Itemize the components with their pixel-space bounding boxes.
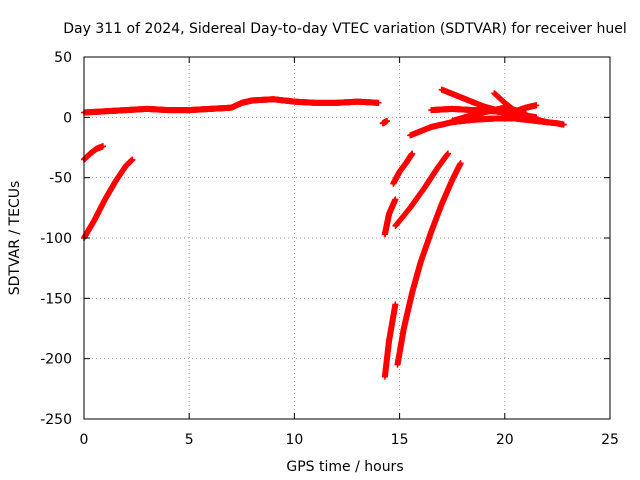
data-point — [560, 121, 567, 128]
data-point — [533, 117, 540, 124]
data-point — [129, 156, 136, 163]
series-4 — [381, 196, 399, 238]
data-point — [533, 102, 540, 109]
y-tick-label: -250 — [40, 412, 72, 428]
y-tick-label: 0 — [63, 110, 72, 126]
data-point — [457, 160, 464, 167]
series-2 — [81, 156, 136, 241]
x-tick-label: 10 — [285, 432, 303, 448]
y-tick-label: -150 — [40, 291, 72, 307]
y-tick-label: -200 — [40, 352, 72, 368]
data-point — [409, 150, 416, 157]
data-point — [543, 119, 550, 126]
series-0 — [81, 96, 382, 116]
axis-ticks: 0 5 10 15 20 25 -250 -200 -150 -100 -50 0 50 — [40, 50, 619, 448]
series-1 — [81, 143, 106, 163]
x-axis-label: GPS time / hours — [286, 459, 403, 475]
y-axis-label: SDTVAR / TECUs — [7, 181, 23, 296]
series-5 — [381, 301, 399, 380]
y-tick-label: -100 — [40, 231, 72, 247]
chart-title: Day 311 of 2024, Sidereal Day-to-day VTE… — [63, 21, 626, 37]
series-8 — [394, 160, 464, 368]
data-point — [375, 99, 382, 106]
x-tick-label: 0 — [80, 432, 89, 448]
y-tick-label: 50 — [54, 50, 72, 66]
data-point — [392, 301, 399, 308]
series-3 — [379, 117, 390, 127]
series-14 — [501, 102, 540, 118]
series-7 — [392, 150, 451, 229]
x-tick-label: 15 — [391, 432, 409, 448]
data-point — [392, 196, 399, 203]
y-tick-label: -50 — [49, 171, 72, 187]
data-points — [81, 86, 567, 380]
data-point — [383, 117, 390, 124]
x-tick-label: 20 — [496, 432, 514, 448]
data-point — [444, 150, 451, 157]
data-point — [99, 143, 106, 150]
x-tick-label: 5 — [185, 432, 194, 448]
series-6 — [390, 150, 416, 187]
x-tick-label: 25 — [601, 432, 619, 448]
